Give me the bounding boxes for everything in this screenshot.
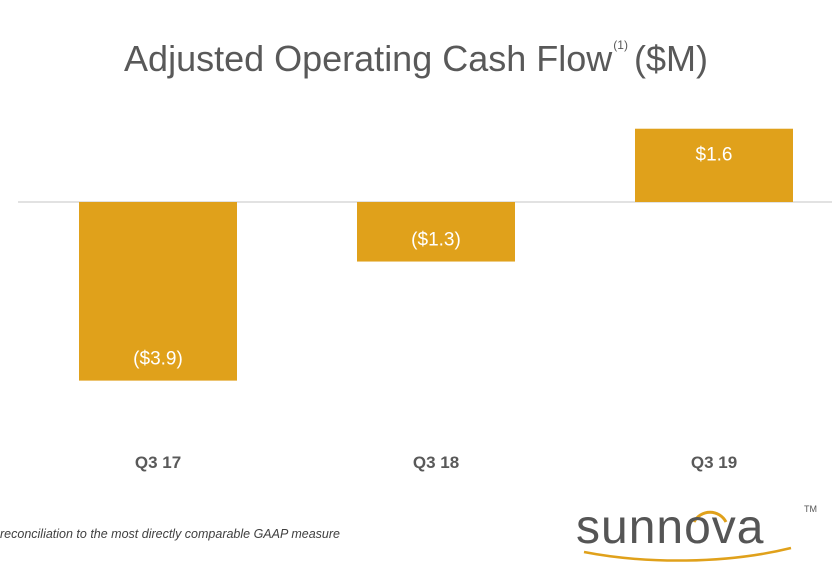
bar-q3-18 [357, 202, 515, 262]
x-tick-label: Q3 18 [413, 453, 459, 472]
title-footnote-ref: (1) [613, 38, 628, 52]
bar-chart: ($3.9) Q3 17 ($1.3) Q3 18 $1.6 Q3 19 [18, 128, 832, 472]
chart-title-main: Adjusted Operating Cash Flow [124, 38, 613, 79]
logo-sun-arc [692, 510, 728, 523]
footnote: reconciliation to the most directly comp… [0, 527, 340, 541]
logo-swoosh [583, 546, 792, 562]
x-tick-label: Q3 17 [135, 453, 181, 472]
bar-q3-19 [635, 128, 793, 202]
logo-wordmark: sunnova [576, 501, 765, 554]
data-label: ($1.3) [411, 230, 461, 251]
x-tick-label: Q3 19 [691, 453, 737, 472]
logo-trademark: TM [804, 504, 817, 514]
chart-title-unit: ($M) [633, 38, 708, 79]
data-label: ($3.9) [133, 349, 183, 370]
sunnova-logo-mark [583, 510, 792, 562]
sunnova-logo: sunnova TM [576, 500, 817, 562]
bar-q3-17 [79, 202, 237, 381]
data-label: $1.6 [696, 145, 733, 166]
chart-title: Adjusted Operating Cash Flow(1) ($M) [0, 38, 832, 80]
